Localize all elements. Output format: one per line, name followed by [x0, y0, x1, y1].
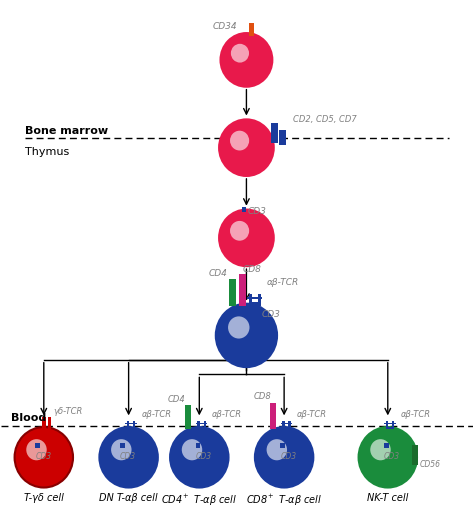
Circle shape	[358, 427, 417, 488]
Bar	[185, 405, 191, 430]
Bar	[280, 443, 285, 448]
Text: αβ-TCR: αβ-TCR	[267, 277, 299, 287]
Text: CD8: CD8	[253, 392, 271, 401]
Bar	[42, 417, 46, 430]
Bar	[47, 417, 51, 430]
Text: CD3: CD3	[196, 452, 212, 461]
Bar	[197, 427, 206, 430]
Bar	[392, 421, 394, 430]
Text: CD3: CD3	[262, 310, 281, 319]
Text: αβ-TCR: αβ-TCR	[297, 410, 327, 419]
Circle shape	[219, 210, 274, 266]
Bar	[127, 427, 135, 430]
Circle shape	[26, 439, 47, 460]
Bar	[196, 423, 207, 424]
Circle shape	[231, 44, 249, 63]
Bar	[249, 294, 252, 306]
Circle shape	[216, 304, 277, 367]
Circle shape	[170, 427, 228, 488]
Text: CD2, CD5, CD7: CD2, CD5, CD7	[292, 115, 356, 124]
Bar	[412, 445, 419, 465]
Circle shape	[255, 427, 313, 488]
Bar	[279, 130, 285, 145]
Bar	[36, 443, 40, 448]
Circle shape	[220, 33, 273, 87]
Bar	[249, 23, 255, 36]
Bar	[281, 423, 292, 424]
Bar	[288, 421, 291, 430]
Text: CD3: CD3	[384, 452, 400, 461]
Bar	[127, 421, 129, 430]
Circle shape	[230, 131, 249, 151]
Text: T-γδ cell: T-γδ cell	[24, 493, 64, 503]
Text: CD4: CD4	[167, 394, 185, 404]
Bar	[256, 312, 261, 317]
Text: γδ-TCR: γδ-TCR	[53, 407, 82, 416]
Text: CD3: CD3	[36, 452, 52, 461]
Bar	[384, 423, 396, 424]
Text: αβ-TCR: αβ-TCR	[401, 410, 431, 419]
Text: CD4$^+$ T-αβ cell: CD4$^+$ T-αβ cell	[161, 493, 237, 508]
Text: CD8$^+$ T-αβ cell: CD8$^+$ T-αβ cell	[246, 493, 322, 508]
Bar	[384, 443, 389, 448]
Bar	[239, 274, 246, 306]
Bar	[228, 279, 236, 306]
Text: DN T-αβ cell: DN T-αβ cell	[100, 493, 158, 503]
Bar	[197, 421, 200, 430]
Circle shape	[219, 120, 274, 176]
Bar	[272, 123, 277, 143]
Text: CD3: CD3	[248, 207, 267, 215]
Text: Blood: Blood	[11, 413, 46, 423]
Bar	[386, 427, 394, 430]
Text: CD8: CD8	[243, 265, 262, 274]
Text: αβ-TCR: αβ-TCR	[212, 410, 242, 419]
Bar	[242, 207, 246, 212]
Text: Bone marrow: Bone marrow	[25, 126, 108, 136]
Circle shape	[370, 439, 391, 460]
Circle shape	[228, 317, 249, 338]
Bar	[249, 302, 261, 306]
Text: CD4: CD4	[209, 269, 228, 278]
Bar	[196, 443, 200, 448]
Bar	[133, 421, 135, 430]
Circle shape	[15, 427, 73, 488]
Text: CD3: CD3	[120, 452, 136, 461]
Bar	[270, 403, 276, 430]
Bar	[386, 421, 388, 430]
Text: Thymus: Thymus	[25, 147, 69, 157]
Bar	[120, 443, 125, 448]
Bar	[247, 297, 263, 299]
Circle shape	[111, 439, 132, 460]
Bar	[258, 294, 261, 306]
Bar	[125, 423, 137, 424]
Circle shape	[230, 221, 249, 241]
Text: NK-T cell: NK-T cell	[367, 493, 409, 503]
Text: CD34: CD34	[212, 22, 237, 31]
Text: αβ-TCR: αβ-TCR	[141, 410, 172, 419]
Bar	[203, 421, 206, 430]
Bar	[282, 421, 284, 430]
Circle shape	[182, 439, 202, 460]
Text: CD56: CD56	[419, 460, 440, 469]
Circle shape	[266, 439, 287, 460]
Bar	[282, 427, 291, 430]
Circle shape	[100, 427, 158, 488]
Text: CD3: CD3	[280, 452, 296, 461]
